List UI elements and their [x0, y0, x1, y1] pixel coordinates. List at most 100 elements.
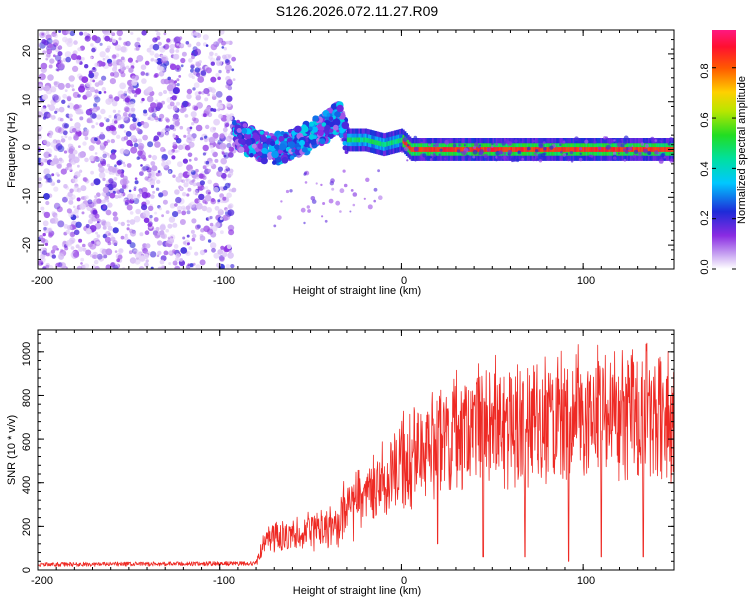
heatmap-cell [114, 120, 118, 124]
heatmap-cell [171, 95, 177, 101]
heatmap-cell [500, 151, 503, 155]
heatmap-cell [64, 51, 72, 58]
heatmap-cell [413, 135, 418, 140]
heatmap-cell [533, 147, 536, 152]
heatmap-cell [163, 250, 169, 256]
snr-frame [37, 329, 675, 571]
heatmap-cell [114, 187, 118, 192]
heatmap-cell [203, 88, 210, 95]
heatmap-cell [88, 201, 95, 208]
heatmap-cell [165, 228, 169, 233]
heatmap-cell [309, 121, 315, 127]
heatmap-cell [137, 138, 143, 144]
heatmap-cell [476, 147, 479, 152]
heatmap-cell [98, 171, 106, 179]
heatmap-cell [662, 147, 665, 152]
heatmap-cell [562, 147, 565, 152]
heatmap-cell [638, 151, 642, 156]
heatmap-cell [199, 259, 206, 266]
heatmap-cell [497, 147, 500, 152]
heatmap-cell [205, 44, 209, 47]
heatmap-cell [157, 205, 161, 209]
heatmap-cell [490, 147, 493, 152]
heatmap-cell [220, 157, 227, 165]
heatmap-cell [79, 169, 82, 173]
heatmap-cell [68, 148, 75, 154]
heatmap-cell [501, 141, 506, 146]
heatmap-cell [397, 138, 400, 144]
heatmap-cell [502, 147, 505, 152]
heatmap-cell [145, 243, 151, 249]
heatmap-cell [176, 257, 181, 262]
heatmap-cell [194, 48, 202, 56]
heatmap-cell [495, 159, 498, 162]
heatmap-cell [119, 148, 126, 155]
heatmap-cell [657, 152, 660, 155]
heatmap-cell [204, 138, 208, 143]
heatmap-cell [561, 147, 564, 152]
heatmap-cell [126, 88, 132, 93]
heatmap-cell [350, 137, 353, 143]
heatmap-cell [181, 51, 187, 57]
heatmap-cell [660, 147, 664, 152]
heatmap-cell [185, 41, 190, 45]
heatmap-cell [62, 36, 68, 43]
heatmap-cell [189, 263, 194, 268]
heatmap-cell [157, 41, 162, 46]
heatmap-cell [101, 192, 106, 197]
heatmap-cell [176, 78, 180, 82]
heatmap-cell [523, 147, 526, 152]
heatmap-cell [169, 124, 175, 130]
heatmap-cell [75, 244, 80, 249]
heatmap-cell [126, 223, 130, 227]
heatmap-cell [616, 147, 619, 152]
heatmap-cell [96, 114, 102, 120]
heatmap-cell [202, 34, 209, 41]
heatmap-cell [150, 102, 157, 109]
heatmap-cell [130, 146, 138, 154]
heatmap-cell [179, 125, 184, 130]
heatmap-cell [117, 47, 121, 51]
heatmap-cell [58, 106, 65, 113]
heatmap-cell [75, 108, 82, 115]
heatmap-cell [52, 94, 59, 101]
heatmap-cell [654, 150, 659, 155]
heatmap-cell [138, 266, 145, 269]
heatmap-cell [76, 188, 82, 193]
heatmap-cell [641, 147, 644, 152]
spec-ytick-label: -10 [21, 188, 33, 204]
heatmap-cell [67, 136, 72, 141]
heatmap-cell [163, 164, 170, 171]
heatmap-cell [381, 141, 384, 147]
heatmap-cell [81, 76, 89, 83]
heatmap-cell [75, 221, 82, 228]
heatmap-cell [134, 180, 139, 185]
heatmap-cell [92, 265, 97, 269]
heatmap-cell [177, 144, 184, 150]
heatmap-cell [93, 259, 99, 265]
heatmap-cell [172, 87, 180, 95]
heatmap-cell [82, 177, 87, 182]
heatmap-cell [92, 107, 98, 113]
heatmap-cell [410, 147, 413, 152]
heatmap-cell [102, 57, 106, 61]
heatmap-cell [107, 225, 113, 231]
heatmap-cell [226, 95, 233, 102]
heatmap-cell [82, 243, 86, 248]
heatmap-cell [150, 184, 155, 189]
heatmap-cell [495, 147, 498, 152]
heatmap-cell [623, 148, 626, 152]
heatmap-cell [469, 147, 472, 152]
heatmap-cell [150, 266, 154, 269]
heatmap-cell [96, 241, 100, 245]
heatmap-cell [130, 135, 137, 142]
heatmap-cell [69, 188, 74, 193]
heatmap-cell [147, 141, 154, 148]
heatmap-cell [430, 147, 433, 152]
heatmap-cell [47, 74, 54, 81]
heatmap-cell [93, 178, 101, 186]
heatmap-cell [225, 58, 230, 64]
heatmap-cell [287, 141, 296, 149]
heatmap-cell [371, 139, 374, 144]
heatmap-cell [521, 147, 525, 152]
